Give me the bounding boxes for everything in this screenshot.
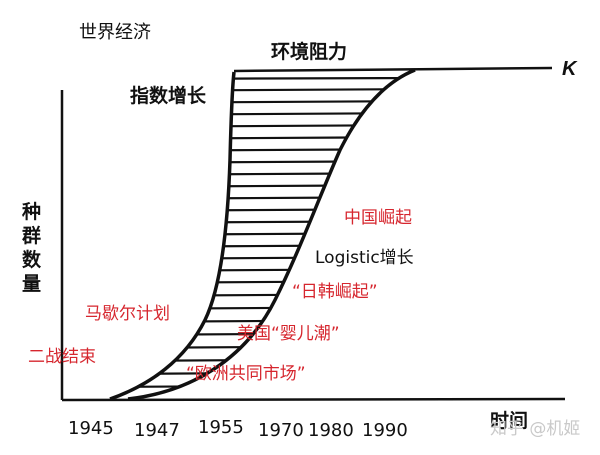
exponential-growth-label: 指数增长 xyxy=(130,85,207,107)
event-european-common-market: “欧洲共同市场” xyxy=(186,364,306,384)
x-tick-1945: 1945 xyxy=(68,418,114,439)
x-tick-1955: 1955 xyxy=(198,417,244,438)
event-us-baby-boom: 美国“婴儿潮” xyxy=(237,324,340,344)
exponential-curve xyxy=(109,71,236,401)
k-label: K xyxy=(562,58,577,80)
x-tick-1970: 1970 xyxy=(258,420,304,441)
x-tick-1990: 1990 xyxy=(362,420,408,441)
y-axis-label: 种群数量 xyxy=(22,201,42,295)
environment-resistance-label: 环境阻力 xyxy=(271,41,348,63)
event-japan-korea-rise: “日韩崛起” xyxy=(292,282,378,302)
event-marshall-plan: 马歇尔计划 xyxy=(85,304,170,324)
event-china-rise: 中国崛起 xyxy=(344,208,412,228)
x-tick-1947: 1947 xyxy=(134,420,180,441)
logistic-curve xyxy=(127,68,416,401)
x-axis xyxy=(61,397,566,402)
event-ww2-end: 二战结束 xyxy=(28,347,96,367)
logistic-growth-label: Logistic增长 xyxy=(315,248,414,268)
x-axis-label: 时间 xyxy=(490,410,529,432)
k-capacity-line xyxy=(233,66,553,73)
watermark: 知乎 @机姬 xyxy=(490,419,581,439)
x-tick-1980: 1980 xyxy=(308,420,354,441)
diagram-title: 世界经济 xyxy=(79,22,151,43)
